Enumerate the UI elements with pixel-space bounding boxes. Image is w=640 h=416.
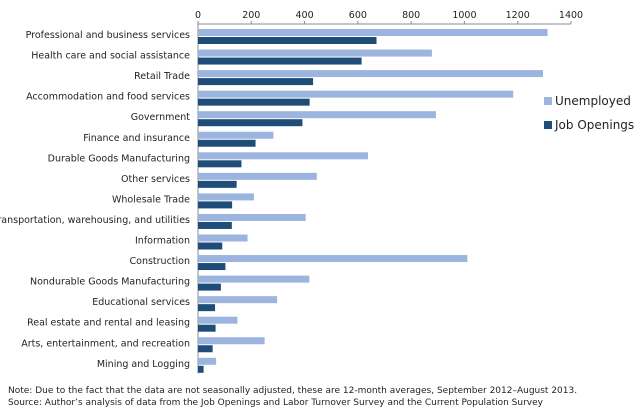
x-tick-label: 1200 (506, 10, 530, 21)
category-label: Transportation, warehousing, and utiliti… (0, 215, 190, 226)
bar-job-openings (198, 119, 303, 127)
category-label: Retail Trade (134, 71, 190, 82)
x-tick-label: 1400 (559, 10, 583, 21)
bar-job-openings (198, 324, 216, 332)
x-tick-label: 0 (195, 10, 201, 21)
source-text: Source: Author’s analysis of data from t… (8, 398, 543, 408)
category-label: Construction (130, 256, 191, 267)
bar-job-openings (198, 365, 204, 373)
bar-job-openings (198, 78, 314, 86)
category-label: Nondurable Goods Manufacturing (30, 277, 190, 288)
bar-unemployed (198, 357, 217, 365)
bar-unemployed (198, 337, 265, 345)
legend-label-job-openings: Job Openings (554, 118, 634, 132)
bar-job-openings (198, 283, 221, 291)
bar-unemployed (198, 111, 436, 119)
note-text: Note: Due to the fact that the data are … (8, 386, 578, 396)
category-label: Professional and business services (26, 30, 190, 41)
x-tick-label: 400 (296, 10, 314, 21)
bar-unemployed (198, 172, 317, 180)
category-label: Other services (121, 174, 190, 185)
bar-job-openings (198, 98, 310, 106)
bar-job-openings (198, 263, 226, 271)
bar-unemployed (198, 29, 548, 36)
legend-swatch-job-openings (544, 121, 552, 129)
x-tick-label: 200 (242, 10, 260, 21)
bar-unemployed (198, 90, 514, 98)
x-tick-label: 600 (349, 10, 367, 21)
chart-notes: Note: Due to the fact that the data are … (8, 385, 577, 409)
category-label: Information (135, 236, 190, 247)
bar-unemployed (198, 49, 432, 57)
bar-unemployed (198, 296, 278, 304)
legend-label-unemployed: Unemployed (555, 94, 631, 108)
x-tick-label: 800 (402, 10, 420, 21)
legend-swatch-unemployed (544, 97, 552, 105)
category-label: Mining and Logging (97, 359, 190, 370)
bar-job-openings (198, 139, 256, 147)
bar-unemployed (198, 275, 310, 283)
bar-job-openings (198, 160, 242, 168)
bar-unemployed (198, 152, 368, 160)
category-label: Government (131, 112, 191, 123)
bar-job-openings (198, 221, 232, 229)
category-label: Accommodation and food services (26, 92, 190, 103)
bar-unemployed (198, 316, 238, 324)
bar-unemployed (198, 213, 306, 221)
category-label: Health care and social assistance (31, 51, 190, 62)
bar-job-openings (198, 304, 216, 312)
category-label: Wholesale Trade (112, 194, 190, 205)
bar-job-openings (198, 180, 237, 188)
bar-unemployed (198, 70, 544, 78)
category-label: Real estate and rental and leasing (27, 318, 190, 329)
bar-job-openings (198, 345, 213, 353)
category-label: Educational services (92, 297, 190, 308)
bar-job-openings (198, 57, 362, 65)
category-label: Finance and insurance (83, 133, 190, 144)
bar-job-openings (198, 201, 233, 209)
bar-unemployed (198, 234, 248, 242)
bar-job-openings (198, 37, 377, 44)
category-label: Durable Goods Manufacturing (48, 153, 190, 164)
bar-unemployed (198, 193, 254, 201)
category-label: Arts, entertainment, and recreation (21, 338, 190, 349)
bar-unemployed (198, 255, 468, 263)
bar-chart: 0 200 400 600 800 1000 1200 1400 Professional an… (0, 10, 634, 374)
bar-job-openings (198, 242, 223, 250)
bar-unemployed (198, 131, 274, 139)
x-tick-label: 1000 (452, 10, 476, 21)
